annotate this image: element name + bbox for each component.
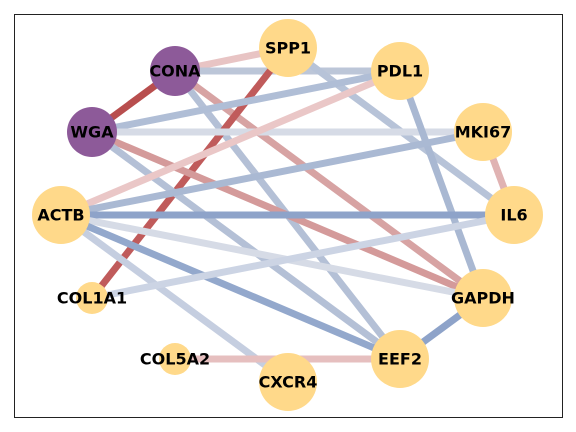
node-label-mki67: MKI67 xyxy=(455,123,512,142)
node-label-gapdh: GAPDH xyxy=(451,289,515,308)
node-mki67: MKI67 xyxy=(454,103,512,161)
node-label-pdl1: PDL1 xyxy=(377,62,423,81)
node-eef2: EEF2 xyxy=(371,330,429,388)
node-cxcr4: CXCR4 xyxy=(259,353,318,411)
node-label-il6: IL6 xyxy=(500,206,527,225)
node-label-cona: CONA xyxy=(149,62,201,81)
node-label-spp1: SPP1 xyxy=(265,39,311,58)
node-il6: IL6 xyxy=(485,186,543,244)
node-pdl1: PDL1 xyxy=(371,42,429,100)
node-label-col1a1: COL1A1 xyxy=(57,289,127,308)
node-actb: ACTB xyxy=(32,186,90,244)
node-label-cxcr4: CXCR4 xyxy=(259,373,318,392)
node-wga: WGA xyxy=(67,107,117,157)
node-label-col5a2: COL5A2 xyxy=(140,350,210,369)
node-label-wga: WGA xyxy=(70,123,114,142)
node-label-actb: ACTB xyxy=(37,206,84,225)
node-label-eef2: EEF2 xyxy=(378,350,422,369)
node-spp1: SPP1 xyxy=(259,19,317,77)
